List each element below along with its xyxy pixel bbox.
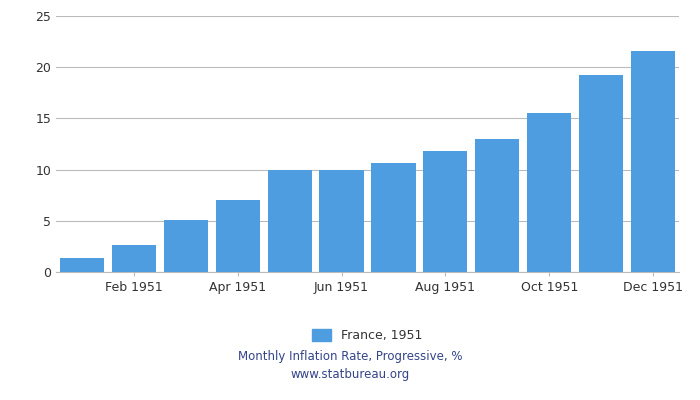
Legend: France, 1951: France, 1951 bbox=[307, 324, 428, 347]
Bar bbox=[112, 245, 156, 272]
Bar bbox=[164, 220, 208, 272]
Bar bbox=[631, 51, 675, 272]
Text: www.statbureau.org: www.statbureau.org bbox=[290, 368, 410, 381]
Bar bbox=[267, 170, 312, 272]
Bar bbox=[372, 164, 416, 272]
Bar bbox=[579, 75, 623, 272]
Bar bbox=[527, 113, 571, 272]
Bar bbox=[319, 170, 363, 272]
Bar bbox=[424, 151, 468, 272]
Text: Monthly Inflation Rate, Progressive, %: Monthly Inflation Rate, Progressive, % bbox=[238, 350, 462, 363]
Bar bbox=[475, 139, 519, 272]
Bar bbox=[216, 200, 260, 272]
Bar bbox=[60, 258, 104, 272]
